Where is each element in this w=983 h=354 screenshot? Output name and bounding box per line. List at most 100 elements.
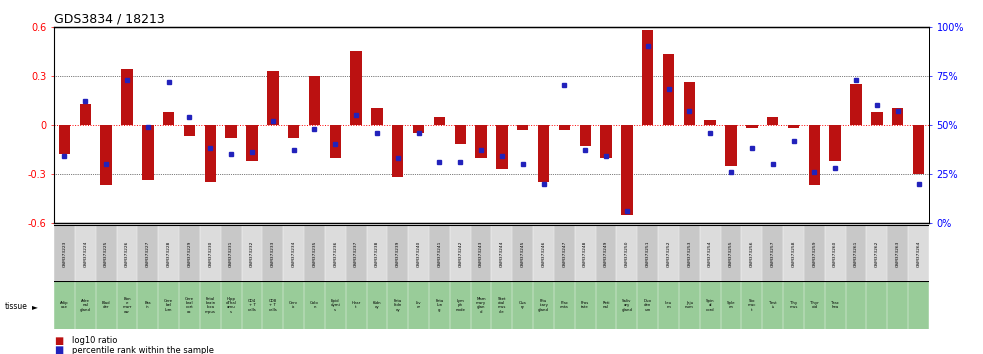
Text: GSM373228: GSM373228 (167, 241, 171, 267)
Bar (283, 225, 304, 283)
Bar (892, 108, 903, 125)
Bar (866, 225, 888, 283)
Text: Hear
t: Hear t (352, 301, 361, 309)
Bar (746, 125, 758, 128)
Text: Lym
ph
node: Lym ph node (455, 299, 465, 312)
Text: GSM373235: GSM373235 (313, 241, 317, 267)
Bar (575, 225, 596, 283)
Text: Test
is: Test is (769, 301, 777, 309)
Text: Kidn
ey: Kidn ey (373, 301, 381, 309)
Text: GSM373240: GSM373240 (417, 241, 421, 267)
Bar (496, 125, 507, 169)
Text: CD4
+ T
cells: CD4 + T cells (248, 299, 257, 312)
Bar (663, 55, 674, 125)
Bar (642, 30, 654, 125)
Text: GSM373229: GSM373229 (188, 241, 192, 267)
Text: Ova
ry: Ova ry (519, 301, 527, 309)
Bar (225, 125, 237, 138)
Bar (200, 225, 221, 283)
Bar (767, 116, 779, 125)
Text: tissue: tissue (5, 302, 28, 311)
Text: GSM373243: GSM373243 (479, 241, 483, 267)
Text: Liv
er: Liv er (416, 301, 422, 309)
Text: Bra
in: Bra in (145, 301, 151, 309)
Bar (825, 225, 845, 283)
Text: GSM373264: GSM373264 (916, 241, 920, 267)
Text: GSM373225: GSM373225 (104, 241, 108, 267)
Bar (242, 225, 262, 283)
Bar (408, 225, 429, 283)
Text: GSM373233: GSM373233 (270, 241, 275, 267)
Text: Pros
tate: Pros tate (581, 301, 590, 309)
Bar (616, 225, 637, 283)
Bar (679, 225, 700, 283)
Text: GSM373227: GSM373227 (145, 241, 149, 267)
Bar (184, 125, 196, 136)
Bar (346, 225, 367, 283)
Text: log10 ratio: log10 ratio (72, 336, 117, 345)
Text: Colo
n: Colo n (310, 301, 318, 309)
Bar (762, 225, 783, 283)
Bar (705, 120, 716, 125)
Text: GSM373230: GSM373230 (208, 241, 212, 267)
Bar (158, 225, 179, 283)
Text: GSM373245: GSM373245 (521, 241, 525, 267)
Bar (538, 125, 549, 182)
Bar (913, 125, 924, 174)
Text: Hipp
oThal
amu
s: Hipp oThal amu s (226, 297, 237, 314)
Text: Cerv
ix: Cerv ix (289, 301, 298, 309)
Text: Pitu
itary
gland: Pitu itary gland (538, 299, 549, 312)
Text: CD8
+ T
cells: CD8 + T cells (268, 299, 277, 312)
Text: Fetal
brain
loca
mpus: Fetal brain loca mpus (204, 297, 215, 314)
Text: GSM373238: GSM373238 (375, 241, 378, 267)
Text: percentile rank within the sample: percentile rank within the sample (72, 346, 213, 354)
Bar (75, 225, 95, 283)
Text: GSM373239: GSM373239 (396, 241, 400, 267)
Bar (471, 225, 492, 283)
Text: Reti
nal: Reti nal (603, 301, 609, 309)
Text: GSM373261: GSM373261 (854, 241, 858, 267)
Bar (138, 225, 158, 283)
Bar (324, 225, 346, 283)
Bar (304, 225, 324, 283)
Bar (850, 84, 862, 125)
Text: GSM373232: GSM373232 (250, 241, 254, 267)
Bar (804, 225, 825, 283)
Bar (741, 225, 762, 283)
Bar (637, 225, 659, 283)
Text: GSM373244: GSM373244 (500, 241, 504, 267)
Text: GSM373247: GSM373247 (562, 241, 566, 267)
Text: Adip
ose: Adip ose (60, 301, 69, 309)
Text: Bon
e
marr
ow: Bon e marr ow (122, 297, 132, 314)
Text: Plac
enta: Plac enta (560, 301, 569, 309)
Text: Thyr
oid: Thyr oid (810, 301, 819, 309)
Text: GSM373257: GSM373257 (771, 241, 775, 267)
Text: GSM373258: GSM373258 (791, 241, 795, 267)
Text: Feta
lun
g: Feta lun g (435, 299, 443, 312)
Text: Thy
mus: Thy mus (789, 301, 798, 309)
Bar (367, 225, 387, 283)
Text: GSM373259: GSM373259 (812, 241, 816, 267)
Text: GSM373224: GSM373224 (84, 241, 87, 267)
Bar (721, 225, 741, 283)
Text: GSM373242: GSM373242 (458, 241, 462, 267)
Bar (372, 108, 382, 125)
Text: Blad
der: Blad der (102, 301, 110, 309)
Bar (143, 125, 153, 181)
Text: ■: ■ (54, 346, 63, 354)
Text: GSM373226: GSM373226 (125, 241, 129, 267)
Bar (59, 125, 70, 154)
Bar (80, 103, 91, 125)
Text: GSM373241: GSM373241 (437, 241, 441, 267)
Text: Epid
dymi
s: Epid dymi s (330, 299, 340, 312)
Text: ■: ■ (54, 336, 63, 346)
Bar (387, 225, 408, 283)
Bar (492, 225, 512, 283)
Bar (871, 112, 883, 125)
Bar (558, 125, 570, 130)
Bar (725, 125, 737, 166)
Text: ►: ► (32, 302, 38, 311)
Text: GSM373236: GSM373236 (333, 241, 337, 267)
Bar (888, 225, 908, 283)
Bar (246, 125, 258, 161)
